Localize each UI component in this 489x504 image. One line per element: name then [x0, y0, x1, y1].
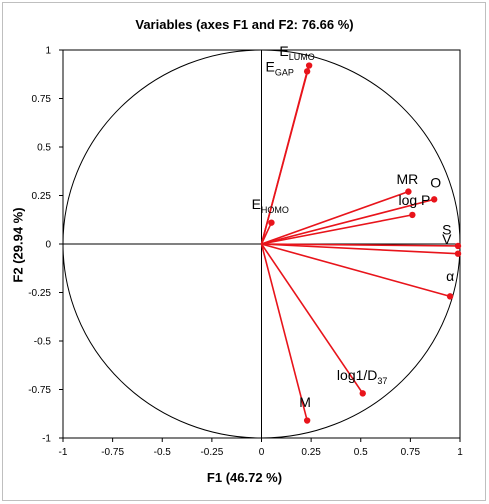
x-axis-title: F1 (46.72 %)	[206, 470, 283, 485]
variable-point	[405, 188, 412, 195]
variable-label: EHOMO	[252, 196, 289, 215]
x-tick-label: 1	[457, 447, 463, 458]
y-tick-label: 0.5	[37, 143, 51, 154]
variable-vector	[261, 243, 451, 298]
x-tick-label: -1	[59, 447, 68, 458]
variable-label: log1/D37	[337, 367, 387, 386]
y-tick-label: 0.25	[32, 191, 52, 202]
chart-title: Variables (axes F1 and F2: 76.66 %)	[135, 17, 354, 32]
variable-label: α	[446, 268, 454, 284]
y-tick-label: -0.5	[34, 337, 52, 348]
variable-vector	[261, 198, 435, 245]
y-tick-label: 0.75	[32, 94, 52, 105]
variable-label: EGAP	[265, 58, 293, 77]
x-tick-label: 0.75	[401, 447, 421, 458]
x-tick-label: 0.25	[301, 447, 321, 458]
x-tick-label: 0.5	[354, 447, 368, 458]
variable-vector	[260, 243, 364, 394]
x-tick-label: 0	[259, 447, 265, 458]
variable-label: log P	[398, 192, 430, 208]
variable-vector	[260, 222, 273, 245]
variable-point	[454, 242, 462, 250]
variable-label: ELUMO	[279, 43, 314, 62]
variable-label: O	[430, 175, 441, 191]
variable-vector	[261, 243, 459, 247]
variable-point	[454, 250, 462, 257]
variable-point	[430, 196, 438, 203]
variable-vector	[261, 243, 459, 255]
variable-vector	[261, 190, 409, 245]
variable-point	[446, 293, 454, 300]
variable-label: V	[442, 231, 452, 247]
variable-vector	[261, 214, 413, 245]
variable-label: M	[299, 394, 311, 410]
y-tick-label: 1	[45, 46, 51, 57]
variable-vector	[260, 243, 308, 421]
variable-point	[303, 417, 311, 424]
variable-point	[409, 211, 416, 219]
x-tick-label: -0.5	[154, 447, 172, 458]
variable-point	[268, 219, 275, 226]
x-tick-label: -0.75	[101, 447, 124, 458]
y-tick-label: -0.75	[28, 385, 51, 396]
y-tick-label: -1	[42, 434, 51, 445]
variable-point	[359, 390, 366, 397]
y-tick-label: 0	[45, 240, 51, 251]
variable-vector	[260, 71, 308, 245]
chart-frame	[2, 2, 486, 501]
x-tick-label: -0.25	[200, 447, 223, 458]
y-tick-label: -0.25	[28, 288, 51, 299]
variable-point	[305, 62, 313, 69]
variable-label: MR	[396, 171, 418, 187]
variable-point	[303, 68, 311, 75]
variable-label: S	[442, 221, 451, 237]
